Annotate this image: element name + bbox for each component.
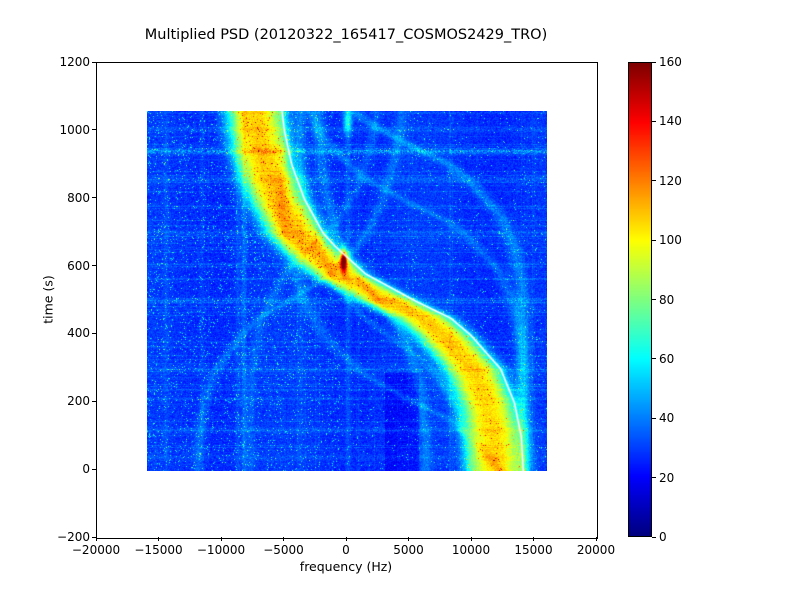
x-tick-label: 10000 [451,543,491,557]
colorbar-tick-label: 120 [659,173,682,188]
colorbar-tick-mark [652,239,656,241]
x-tick-label: −15000 [134,543,183,557]
y-tick-label: 600 [67,258,90,273]
colorbar-tick-label: 60 [659,351,675,366]
x-tick-mark [408,537,409,541]
y-tick-mark [92,536,96,538]
x-tick-label: 0 [342,543,350,557]
y-tick-label: 0 [82,462,90,477]
colorbar-tick-mark [652,358,656,360]
plot-area [96,62,598,539]
colorbar-tick-mark [652,477,656,479]
x-tick-mark [220,537,222,541]
x-tick-mark [533,537,534,541]
y-tick-label: 200 [67,394,90,409]
y-tick-label: −200 [57,530,90,544]
colorbar-tick-label: 40 [659,411,675,426]
x-tick-label: 15000 [514,543,553,557]
y-tick-mark [92,265,96,267]
colorbar-tick-mark [652,120,656,122]
x-tick-mark [283,537,284,541]
colorbar-tick-label: 20 [659,470,675,485]
colorbar-tick-mark [652,299,656,300]
y-tick-mark [92,400,96,402]
colorbar-tick-label: 160 [659,55,682,69]
x-tick-mark [345,537,347,541]
y-tick-mark [92,61,96,63]
x-tick-label: −5000 [263,543,304,557]
x-tick-mark [95,537,97,541]
colorbar-tick-mark [652,61,656,63]
y-tick-mark [92,197,96,199]
colorbar [628,62,652,537]
colorbar-tick-mark [652,417,656,419]
colorbar-tick-label: 100 [659,233,682,248]
colorbar-tick-mark [652,536,656,538]
colorbar-tick-label: 80 [659,292,675,307]
y-tick-mark [92,129,96,131]
y-tick-mark [92,468,96,470]
colorbar-tick-mark [652,180,656,182]
y-tick-label: 800 [67,190,90,205]
y-tick-label: 1200 [59,55,90,69]
colorbar-gradient [629,63,651,536]
colorbar-tick-label: 0 [659,530,667,544]
y-axis-label-text: time (s) [40,275,56,324]
x-tick-mark [470,537,472,541]
y-tick-label: 1000 [59,122,90,137]
x-tick-mark [158,537,159,541]
colorbar-tick-label: 140 [659,114,682,129]
x-tick-label: −20000 [71,543,121,557]
y-tick-mark [92,332,96,334]
x-tick-label: −10000 [196,543,246,557]
x-tick-label: 5000 [393,543,424,557]
chart-title: Multiplied PSD (20120322_165417_COSMOS24… [144,27,548,43]
heatmap-canvas [147,111,547,471]
x-axis-label: frequency (Hz) [299,559,393,574]
y-tick-label: 400 [67,326,90,341]
x-tick-mark [595,537,597,541]
x-tick-label: 20000 [576,543,616,557]
